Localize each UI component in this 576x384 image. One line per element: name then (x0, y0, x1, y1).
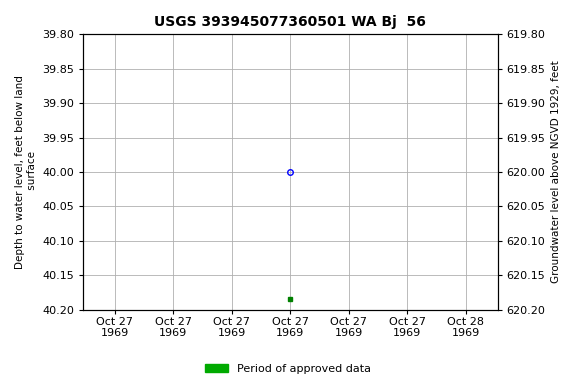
Y-axis label: Groundwater level above NGVD 1929, feet: Groundwater level above NGVD 1929, feet (551, 61, 561, 283)
Title: USGS 393945077360501 WA Bj  56: USGS 393945077360501 WA Bj 56 (154, 15, 426, 29)
Y-axis label: Depth to water level, feet below land
 surface: Depth to water level, feet below land su… (15, 75, 37, 269)
Legend: Period of approved data: Period of approved data (201, 359, 375, 379)
